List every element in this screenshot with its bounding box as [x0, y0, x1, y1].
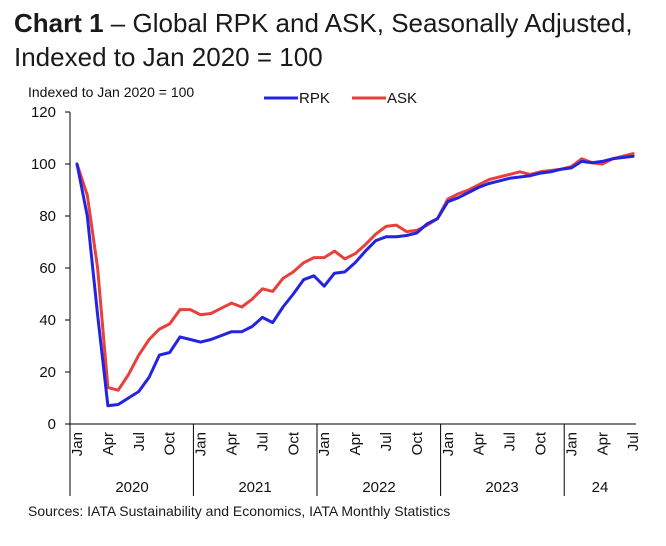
- year-label: 24: [592, 479, 609, 496]
- year-label: 2020: [115, 479, 148, 496]
- x-tick-label: Oct: [285, 431, 302, 455]
- legend: RPK ASK: [264, 90, 417, 107]
- x-tick-label: Jul: [502, 432, 519, 451]
- y-tick-label: 80: [39, 208, 56, 225]
- x-tick-label: Apr: [471, 432, 488, 455]
- y-axis-label: Indexed to Jan 2020 = 100: [28, 84, 194, 100]
- year-label: 2021: [238, 479, 271, 496]
- chart-title-text: – Global RPK and ASK, Seasonally Adjuste…: [14, 8, 633, 72]
- x-tick-label: Jan: [69, 432, 86, 456]
- x-tick-label: Jan: [316, 432, 333, 456]
- chart-title-prefix: Chart 1: [14, 8, 104, 38]
- x-tick-label: Jan: [440, 432, 457, 456]
- plot-area: [75, 152, 635, 408]
- year-label: 2022: [362, 479, 395, 496]
- x-tick-label: Jul: [378, 432, 395, 451]
- series-line-rpk: [75, 154, 635, 408]
- y-tick-label: 20: [39, 364, 56, 381]
- x-tick-label: Jul: [254, 432, 271, 451]
- x-tick-label: Jan: [563, 432, 580, 456]
- y-tick-label: 0: [48, 416, 56, 433]
- axes: 0 20 40 60 80 100 120 Jan Apr Jul Oct Jan Apr Jul Oct J…: [31, 104, 642, 496]
- x-tick-label: Oct: [409, 431, 426, 455]
- x-tick-label: Apr: [594, 432, 611, 455]
- year-label: 2023: [485, 479, 518, 496]
- y-tick-label: 60: [39, 260, 56, 277]
- x-tick-label: Oct: [162, 431, 179, 455]
- source-note: Sources: IATA Sustainability and Economi…: [28, 503, 451, 519]
- legend-label-ask: ASK: [387, 90, 417, 107]
- y-tick-label: 120: [31, 104, 56, 121]
- x-tick-label: Jul: [131, 432, 148, 451]
- y-tick-label: 40: [39, 312, 56, 329]
- x-tick-label: Apr: [224, 432, 241, 455]
- x-tick-label: Oct: [533, 431, 550, 455]
- x-tick-label: Jul: [625, 432, 642, 451]
- y-tick-label: 100: [31, 156, 56, 173]
- chart-title: Chart 1 – Global RPK and ASK, Seasonally…: [14, 6, 664, 74]
- legend-label-rpk: RPK: [299, 90, 330, 107]
- x-tick-label: Jan: [193, 432, 210, 456]
- x-tick-label: Apr: [100, 432, 117, 455]
- x-tick-label: Apr: [347, 432, 364, 455]
